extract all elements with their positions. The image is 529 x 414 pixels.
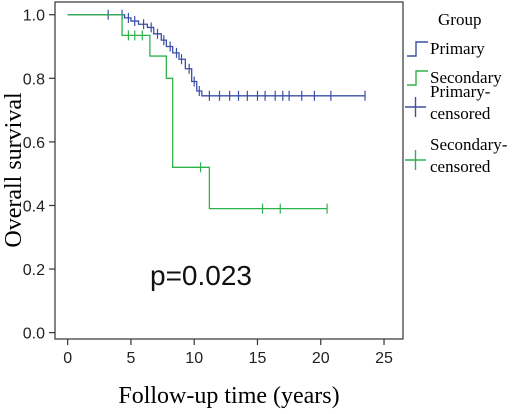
legend-item-primary: Primary bbox=[407, 39, 485, 58]
legend-label: Secondary- bbox=[430, 135, 508, 154]
legend-item-primary-censored: Primary-censored bbox=[405, 82, 491, 123]
legend-line-swatch bbox=[407, 70, 428, 86]
legend-label: censored bbox=[430, 157, 491, 176]
y-tick-label: 1.0 bbox=[23, 8, 45, 25]
y-tick-label: 0.4 bbox=[23, 198, 45, 215]
x-axis-label: Follow-up time (years) bbox=[118, 383, 339, 409]
series-layer bbox=[67, 9, 366, 214]
x-tick-label: 25 bbox=[375, 350, 393, 367]
x-tick-label: 10 bbox=[185, 350, 203, 367]
legend-item-secondary: Secondary bbox=[407, 68, 502, 87]
y-tick-label: 0.0 bbox=[23, 326, 45, 343]
y-tick-label: 0.2 bbox=[23, 262, 45, 279]
legend-label: censored bbox=[430, 104, 491, 123]
legend-label: Primary bbox=[430, 39, 485, 58]
y-axis-label: Overall survival bbox=[1, 92, 27, 248]
legend-line-swatch bbox=[407, 41, 428, 57]
x-tick-label: 15 bbox=[249, 350, 267, 367]
x-tick-label: 20 bbox=[312, 350, 330, 367]
legend-label: Primary- bbox=[430, 82, 491, 101]
y-tick-label: 0.6 bbox=[23, 135, 45, 152]
legend-item-secondary-censored: Secondary-censored bbox=[405, 135, 508, 176]
x-tick-label: 0 bbox=[63, 350, 72, 367]
legend: Group PrimarySecondaryPrimary-censoredSe… bbox=[405, 10, 508, 176]
y-axis: 0.0 0.2 0.4 0.6 0.8 1.0 bbox=[23, 8, 55, 343]
plot-frame bbox=[54, 1, 404, 340]
legend-label: Secondary bbox=[430, 68, 502, 87]
p-value-annotation: p=0.023 bbox=[150, 260, 252, 291]
series-secondary bbox=[67, 14, 328, 214]
survival-line-secondary bbox=[67, 14, 328, 210]
x-axis: 0 5 10 15 20 25 bbox=[63, 339, 393, 367]
series-primary bbox=[67, 9, 366, 101]
survival-line-primary bbox=[67, 14, 366, 97]
x-tick-label: 5 bbox=[126, 350, 135, 367]
y-tick-label: 0.8 bbox=[23, 71, 45, 88]
legend-title: Group bbox=[438, 10, 481, 29]
